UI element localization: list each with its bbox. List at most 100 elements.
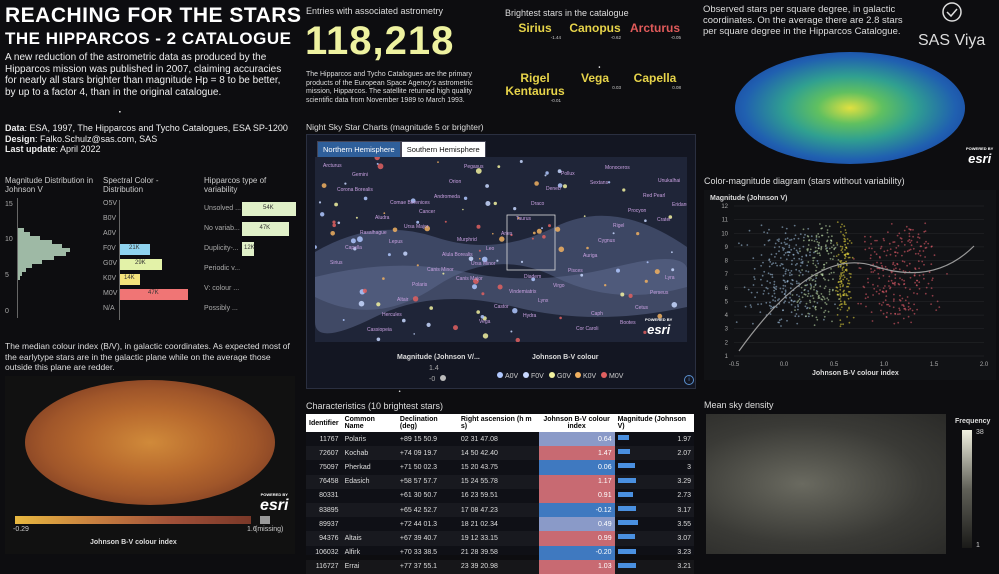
sky-star[interactable] <box>332 220 336 224</box>
sky-star[interactable] <box>376 337 381 342</box>
sky-star[interactable] <box>531 277 536 282</box>
sky-star[interactable] <box>416 220 420 224</box>
sky-star[interactable] <box>332 223 336 228</box>
info-icon[interactable]: i <box>684 375 694 385</box>
sky-star[interactable] <box>363 196 368 201</box>
sky-star[interactable] <box>479 257 481 260</box>
sky-star[interactable] <box>318 201 322 204</box>
sky-star[interactable] <box>463 196 468 200</box>
sky-star[interactable] <box>480 315 485 319</box>
sky-star[interactable] <box>545 171 549 175</box>
sky-star[interactable] <box>583 215 586 218</box>
sky-star[interactable] <box>620 292 625 297</box>
sky-star[interactable] <box>636 232 640 236</box>
sky-star[interactable] <box>476 310 480 314</box>
sky-star[interactable] <box>622 188 626 192</box>
sky-star[interactable] <box>334 202 338 207</box>
density-map[interactable] <box>735 52 965 164</box>
col-bv-index[interactable]: Johnson B-V colour index <box>538 414 615 432</box>
sky-star[interactable] <box>337 221 341 225</box>
sky-star[interactable] <box>377 163 384 170</box>
sky-star[interactable] <box>646 261 649 264</box>
col-declination[interactable]: Declination (deg) <box>396 414 458 432</box>
table-row[interactable]: 116727 Errai +77 37 55.1 23 39 20.98 1.03 3.2… <box>306 559 694 574</box>
sky-star[interactable] <box>520 260 524 263</box>
sky-star[interactable] <box>557 183 563 188</box>
sky-star[interactable] <box>517 217 520 220</box>
cm-diagram-panel[interactable]: Magnitude (Johnson V) 12 11 10 9 8 7 6 5 4 3 2 1 -0.… <box>704 190 996 380</box>
variability-chart[interactable]: Unsolved ... 54K No variab... 47K Duplicity-… <box>204 200 300 325</box>
sky-star[interactable] <box>499 236 505 242</box>
sky-star[interactable] <box>485 201 491 206</box>
sky-star[interactable] <box>315 245 317 249</box>
sky-star[interactable] <box>462 208 464 211</box>
sky-star[interactable] <box>668 215 673 219</box>
sky-star[interactable] <box>586 246 589 250</box>
sky-star[interactable] <box>442 272 445 275</box>
sky-star[interactable] <box>492 232 494 235</box>
sky-star[interactable] <box>358 300 365 307</box>
characteristics-table-panel[interactable]: Identifier Common Name Declination (deg)… <box>306 414 694 574</box>
table-row[interactable]: 83895 +65 42 52.7 17 08 47.23 -0.12 3.17 <box>306 502 694 518</box>
spectral-chart[interactable]: O5V B0V A0V F0V G0V K0V M0V N/A 21K 29K 14K 47K <box>103 200 198 325</box>
sky-star[interactable] <box>513 207 517 211</box>
variability-bar[interactable]: 12K <box>242 242 255 256</box>
variability-bar[interactable]: 54K <box>242 202 296 216</box>
sky-star[interactable] <box>644 279 648 283</box>
sky-star[interactable] <box>412 296 419 302</box>
sky-star[interactable] <box>472 284 477 290</box>
sky-star[interactable] <box>496 259 499 262</box>
sky-star[interactable] <box>468 256 474 262</box>
sky-star[interactable] <box>376 162 379 165</box>
variability-bar[interactable]: 47K <box>242 222 289 236</box>
spectral-bar[interactable]: 21K <box>120 244 150 255</box>
sky-star[interactable] <box>542 235 546 239</box>
sky-star[interactable] <box>510 233 513 237</box>
tab-southern-hemisphere[interactable]: Southern Hemisphere <box>400 141 486 158</box>
col-right-ascension[interactable]: Right ascension (h m s) <box>457 414 539 432</box>
sky-star[interactable] <box>476 224 481 229</box>
median-map-panel[interactable]: POWERED BY esri -0.29 1.6 (missing) Johns… <box>5 376 295 554</box>
sky-star[interactable] <box>612 232 615 235</box>
sky-star[interactable] <box>515 337 520 342</box>
sky-star[interactable] <box>344 182 347 185</box>
sky-star[interactable] <box>416 264 419 267</box>
sky-star[interactable] <box>481 292 485 296</box>
sky-star[interactable] <box>671 302 678 308</box>
sky-star[interactable] <box>403 251 408 256</box>
sky-star[interactable] <box>643 330 647 334</box>
table-row[interactable]: 80331 +61 30 50.7 16 23 59.51 0.91 2.73 <box>306 488 694 503</box>
sky-star[interactable] <box>413 333 415 335</box>
sky-star[interactable] <box>426 322 431 327</box>
table-row[interactable]: 76458 Edasich +58 57 57.7 15 24 55.78 1.17 3.… <box>306 474 694 489</box>
table-row[interactable]: 94376 Altais +67 39 40.7 19 12 33.15 0.99 3.0… <box>306 531 694 546</box>
sky-star[interactable] <box>536 228 542 234</box>
sky-star[interactable] <box>532 231 536 235</box>
sky-star[interactable] <box>541 227 543 230</box>
sky-star[interactable] <box>544 174 547 177</box>
sky-star[interactable] <box>671 251 673 254</box>
sky-star[interactable] <box>437 161 439 163</box>
sky-star[interactable] <box>320 212 325 217</box>
sky-star[interactable] <box>362 288 367 293</box>
sky-star[interactable] <box>580 273 584 277</box>
sky-star[interactable] <box>482 333 489 339</box>
mag-dist-chart[interactable]: 15 10 5 0 <box>5 198 95 323</box>
sky-star[interactable] <box>357 236 363 243</box>
sky-star[interactable] <box>558 246 565 253</box>
sky-star[interactable] <box>410 198 416 204</box>
table-row[interactable]: 75097 Pherkad +71 50 02.3 15 20 43.75 0.06 3 <box>306 460 694 475</box>
sky-star[interactable] <box>671 268 675 272</box>
sky-star[interactable] <box>534 181 539 186</box>
sky-star[interactable] <box>376 302 381 307</box>
sky-star[interactable] <box>557 169 562 174</box>
sky-star[interactable] <box>481 256 488 263</box>
sky-star[interactable] <box>374 157 380 161</box>
sky-star[interactable] <box>478 249 481 252</box>
sky-star[interactable] <box>387 253 391 257</box>
sky-star[interactable] <box>444 220 447 223</box>
sky-star[interactable] <box>392 227 398 233</box>
sky-star[interactable] <box>604 284 607 287</box>
sky-star[interactable] <box>382 277 385 280</box>
sky-star[interactable] <box>350 238 356 244</box>
